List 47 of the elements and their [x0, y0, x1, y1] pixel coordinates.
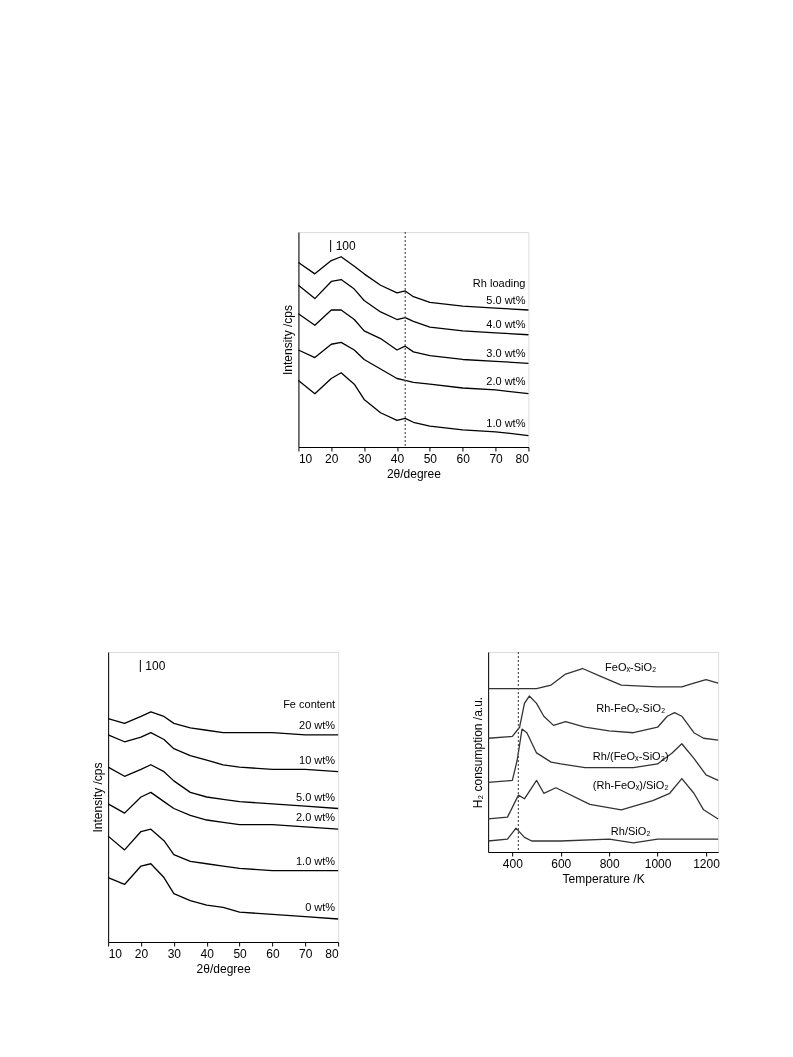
x-tick-label: 10 [108, 946, 123, 961]
x-tick-label: 20 [325, 451, 339, 466]
legend-title: Rh loading [472, 277, 526, 290]
series-label: 2.0 wt% [486, 375, 526, 388]
x-tick-label: 400 [502, 856, 524, 871]
x-tick-label: 60 [266, 946, 280, 961]
x-tick-label: 40 [390, 451, 405, 466]
y-axis-title: H₂ consumption /a.u. [470, 696, 485, 809]
series-label: 0 wt% [305, 901, 336, 914]
x-tick-label: 30 [357, 451, 372, 466]
series-label: 4.0 wt% [486, 318, 526, 331]
series-label: 10 wt% [299, 753, 336, 766]
x-tick-label: 1000 [644, 856, 672, 871]
x-tick-label: 10 [298, 451, 313, 466]
text: 100 [335, 239, 356, 253]
x-tick-label: 70 [489, 451, 504, 466]
x-tick-label: 1200 [693, 856, 721, 871]
legend-title: Fe content [283, 697, 336, 710]
series-label: 5.0 wt% [295, 790, 336, 803]
series-label: FeOₓ-SiO₂ [605, 661, 657, 674]
x-tick-label: 600 [551, 856, 572, 871]
x-tick-label: 60 [456, 451, 471, 466]
series-label: 1.0 wt% [295, 855, 336, 868]
x-tick-label: 800 [599, 856, 621, 871]
series-label: 3.0 wt% [486, 346, 526, 359]
series-label: 1.0 wt% [486, 417, 526, 430]
x-tick-label: 80 [325, 946, 339, 961]
series-label: 5.0 wt% [486, 293, 526, 306]
y-axis-title: Intensity /cps [280, 304, 295, 376]
x-axis-title: 2θ/degree [386, 466, 442, 481]
series-label: Rh-FeOₓ-SiO₂ [596, 701, 666, 714]
x-tick-label: 40 [200, 946, 215, 961]
y-axis-title: Intensity /cps [90, 762, 105, 833]
text: 100 [145, 659, 166, 673]
x-axis-title: 2θ/degree [196, 961, 251, 976]
x-tick-label: 80 [515, 451, 530, 466]
x-axis-title: Temperature /K [562, 871, 645, 886]
series-label: Rh/SiO₂ [610, 824, 651, 837]
x-tick-label: 20 [134, 946, 149, 961]
x-tick-label: 70 [299, 946, 313, 961]
series-label: (Rh-FeOₓ)/SiO₂ [592, 778, 669, 791]
x-tick-label: 30 [167, 946, 182, 961]
x-tick-label: 50 [233, 946, 248, 961]
x-tick-label: 50 [423, 451, 438, 466]
series-label: Rh/(FeOₓ-SiO₂) [592, 749, 669, 762]
series-label: 2.0 wt% [295, 811, 336, 824]
series-label: 20 wt% [299, 719, 336, 732]
